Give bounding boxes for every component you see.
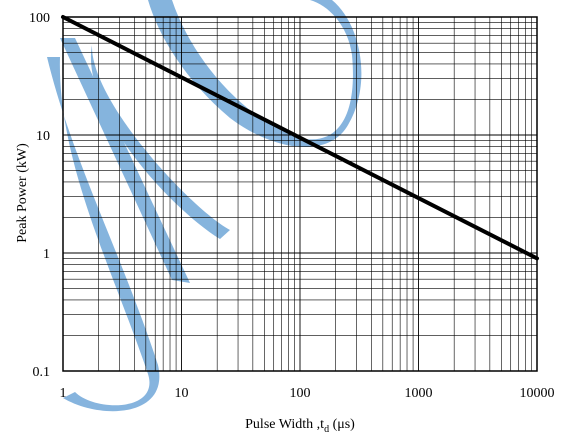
y-axis-title: Peak Power (kW): [15, 143, 30, 243]
x-tick-label: 1: [60, 386, 67, 401]
x-tick-label: 10000: [520, 386, 555, 401]
x-axis-title-unit: (μs): [329, 417, 355, 432]
grid-lines: [63, 17, 537, 371]
x-axis-title: Pulse Width ,td (μs): [245, 417, 355, 435]
y-tick-label: 10: [36, 129, 50, 144]
series-layer: [61, 15, 539, 261]
series-line-0: [61, 15, 539, 261]
y-tick-label: 100: [29, 11, 50, 26]
y-tick-label: 0.1: [33, 365, 51, 380]
y-tick-label: 1: [43, 247, 50, 262]
x-tick-labels: 1 10 100 1000 10000: [60, 386, 555, 401]
y-tick-labels: 0.1 1 10 100: [29, 11, 50, 380]
watermark-logo: [47, 0, 362, 412]
plot-frame: [62, 16, 538, 372]
x-tick-label: 10: [175, 386, 189, 401]
x-tick-label: 1000: [405, 386, 433, 401]
x-axis-title-subscript: d: [324, 424, 329, 435]
x-tick-label: 100: [290, 386, 311, 401]
